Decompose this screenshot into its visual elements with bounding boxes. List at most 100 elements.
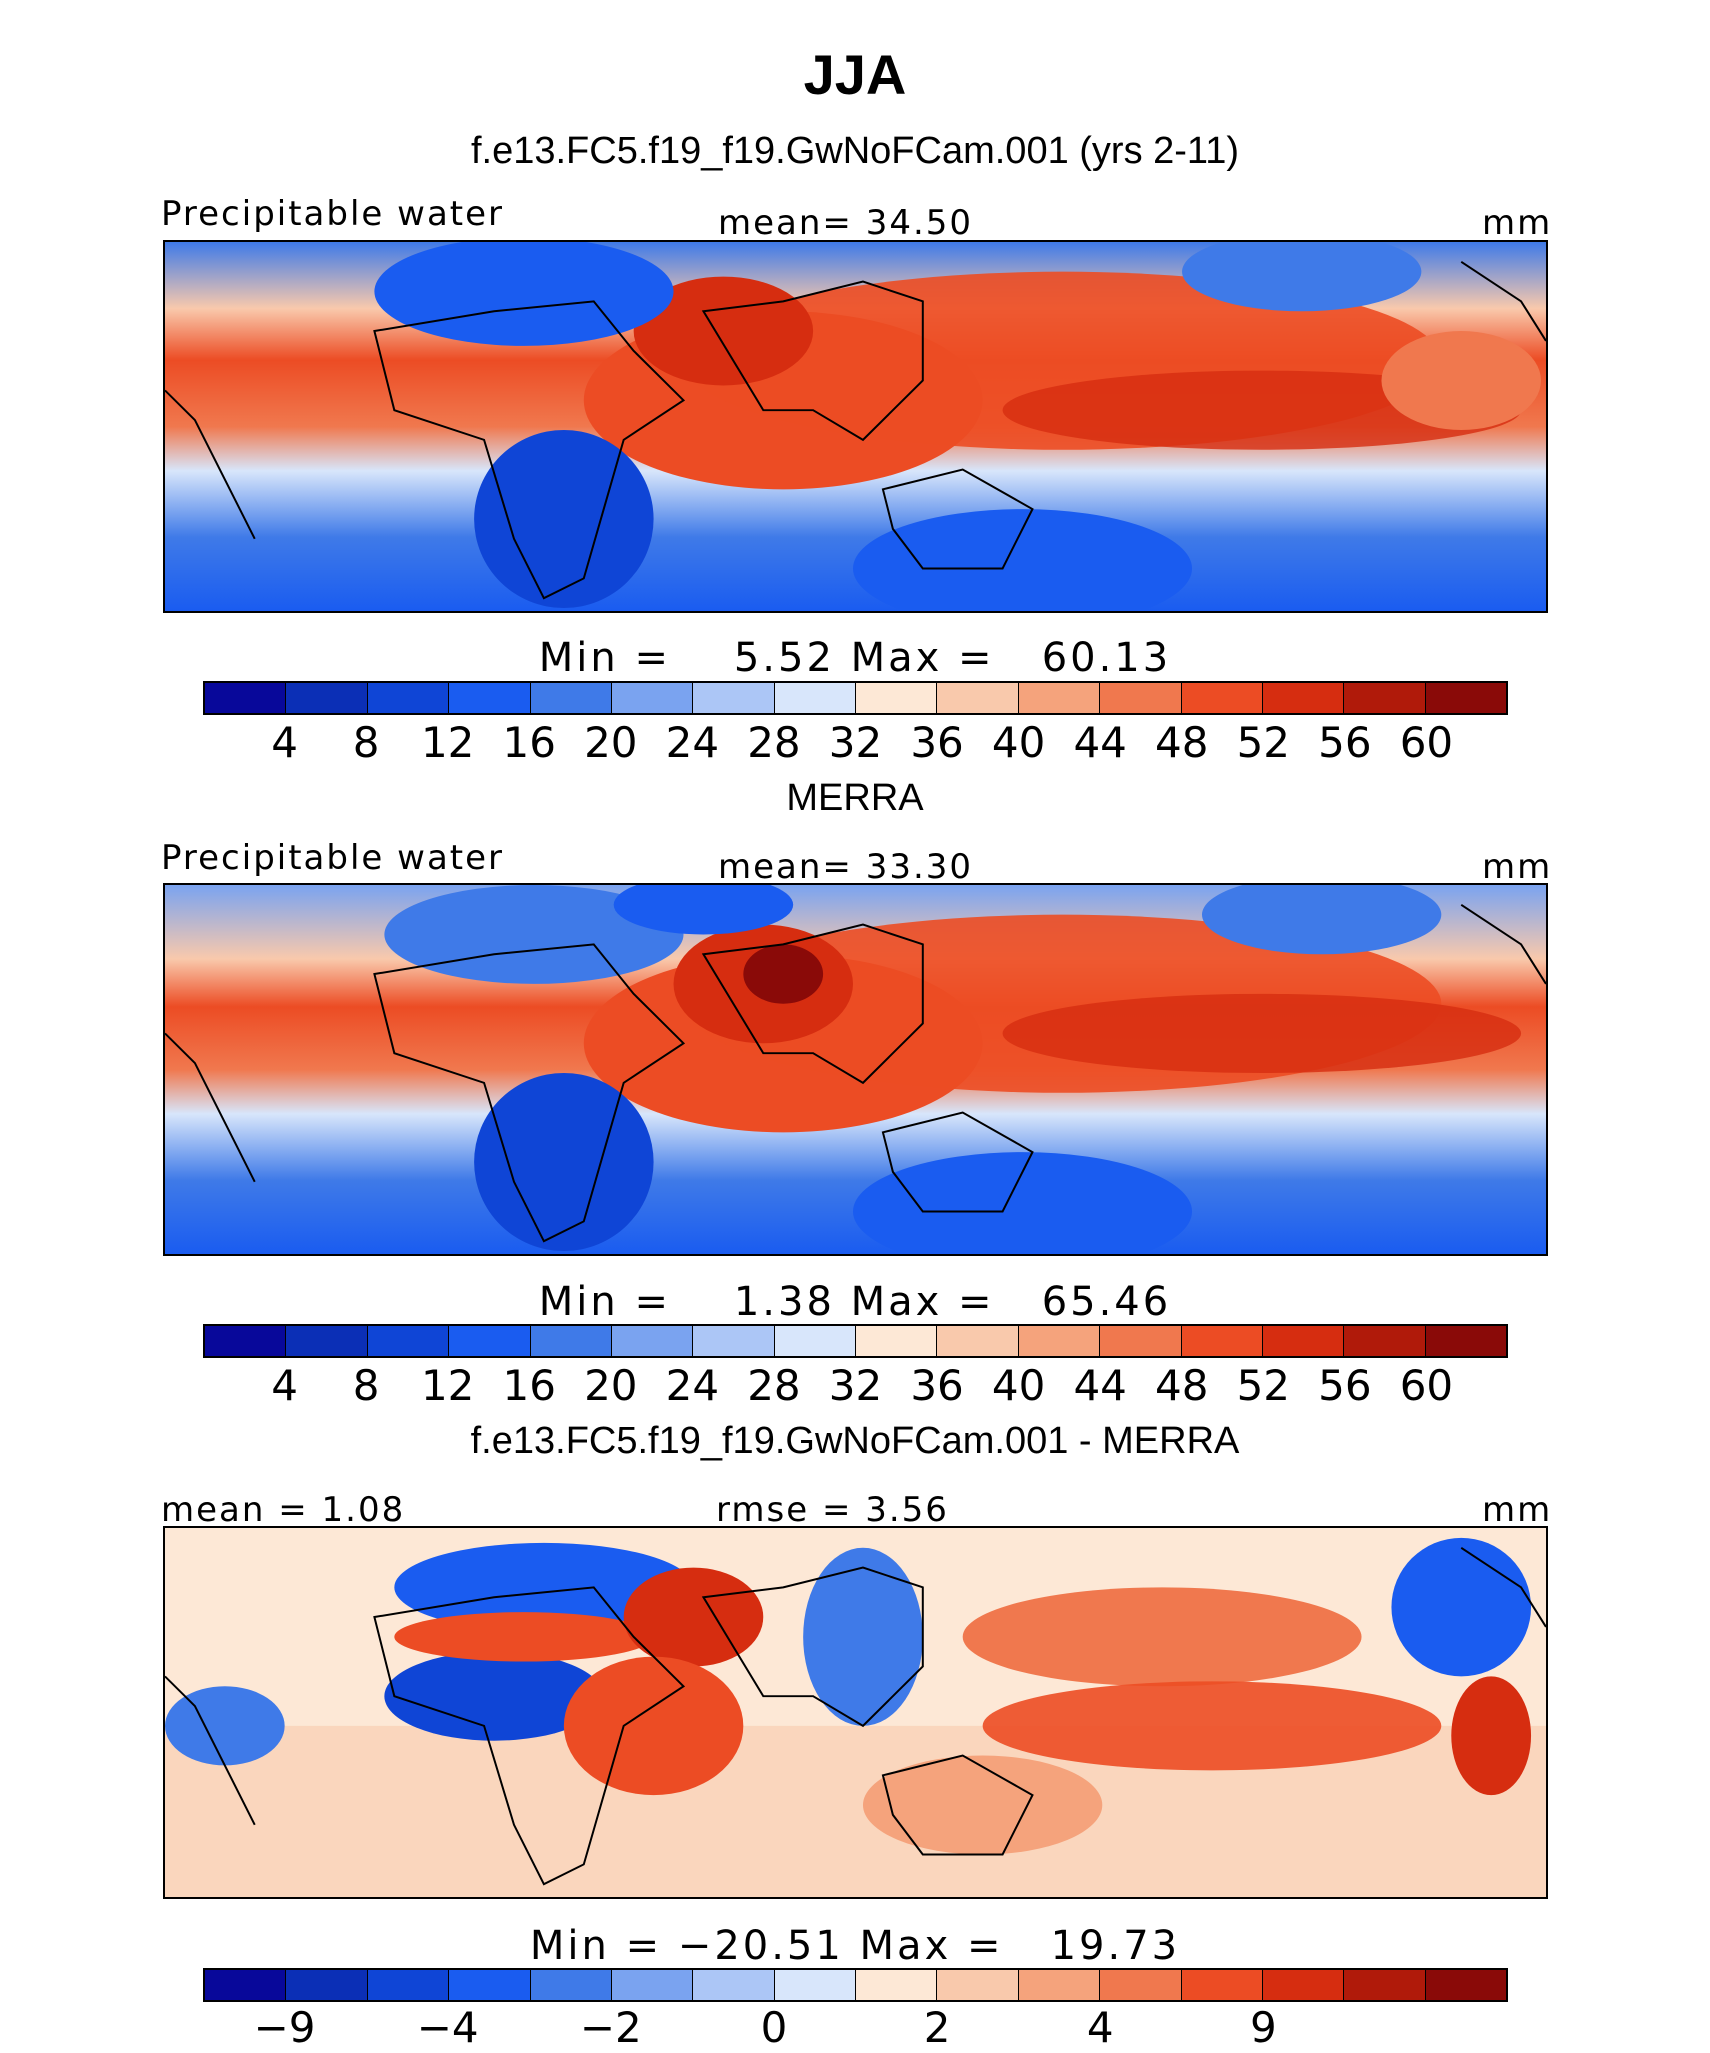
colorbar-tick-label: 36 [910, 1361, 964, 1410]
colorbar-swatch [1181, 1326, 1263, 1356]
colorbar-tick-label: 40 [991, 1361, 1046, 1410]
colorbar-tick-label: 16 [502, 1361, 556, 1410]
colorbar-tick-label: 28 [747, 1361, 801, 1410]
colorbar-swatch [286, 1326, 368, 1356]
colorbar-swatch [1100, 1326, 1182, 1356]
colorbar-tick-label: 32 [828, 1361, 883, 1410]
colorbar-swatch [1181, 1970, 1263, 2000]
colorbar-swatch [774, 1326, 856, 1356]
figure-title: JJA [803, 43, 907, 106]
colorbar-tick-label: 56 [1318, 1361, 1372, 1410]
colorbar-swatch [693, 1970, 775, 2000]
colorbar-swatch [937, 1970, 1019, 2000]
colorbar-tick-label: 4 [271, 718, 298, 767]
colorbar-swatch [611, 1326, 694, 1356]
colorbar-tick-label: 20 [584, 1361, 638, 1410]
colorbar-tick-label: 16 [502, 718, 556, 767]
colorbar-swatch [1018, 1326, 1101, 1356]
colorbar-swatch [856, 1326, 938, 1356]
colorbar-tick-label: 36 [910, 718, 964, 767]
panel-1-subtitle: f.e13.FC5.f19_f19.GwNoFCam.001 (yrs 2-11… [470, 130, 1240, 172]
panel-2-mean-label: mean= 33.30 [718, 847, 974, 887]
colorbar-swatch [367, 683, 450, 713]
panel-1-mean-label: mean= 34.50 [718, 203, 974, 243]
colorbar-swatch [693, 683, 775, 713]
panel-3-map [163, 1526, 1548, 1899]
colorbar-swatch [1425, 683, 1506, 713]
panel-3-mean-label: mean = 1.08 [161, 1490, 406, 1530]
panel-2-units-label: mm [1482, 847, 1553, 887]
colorbar-tick-label: 44 [1073, 1361, 1127, 1410]
colorbar-swatch [856, 1970, 938, 2000]
colorbar-tick-label: 48 [1155, 1361, 1209, 1410]
panel-2-map [163, 883, 1548, 1256]
colorbar-tick-label: 60 [1399, 718, 1454, 767]
colorbar-swatch [1262, 683, 1345, 713]
colorbar-tick-label: 12 [420, 1361, 475, 1410]
panel-2-variable-label: Precipitable water [161, 838, 505, 878]
colorbar-tick-label: 0 [760, 2003, 788, 2052]
colorbar-tick-label: 28 [747, 718, 801, 767]
colorbar-tick-label: 52 [1236, 1361, 1291, 1410]
colorbar-swatch [856, 683, 938, 713]
colorbar-tick-label: 32 [828, 718, 883, 767]
colorbar-swatch [449, 1326, 531, 1356]
panel-1-variable-label: Precipitable water [161, 194, 505, 234]
colorbar-swatch [530, 683, 612, 713]
colorbar-swatch [1100, 683, 1182, 713]
colorbar-swatch [693, 1326, 775, 1356]
colorbar-swatch [530, 1326, 612, 1356]
panel-3-map-svg [165, 1528, 1546, 1897]
colorbar-tick-label: 48 [1155, 718, 1209, 767]
colorbar-tick-label: 8 [352, 1361, 380, 1410]
colorbar-tick-label: 44 [1073, 718, 1127, 767]
colorbar-tick-label: 4 [271, 1361, 298, 1410]
panel-2-map-svg [165, 885, 1546, 1254]
panel-1-map-svg [165, 242, 1546, 611]
colorbar-swatch [1181, 683, 1263, 713]
panel-2-colorbar-ticks: 4 8 12 16 20 24 28 32 36 40 44 48 52 56 60 [203, 1361, 1508, 1411]
panel-3-colorbar [203, 1968, 1508, 2002]
colorbar-tick-label: 60 [1399, 1361, 1454, 1410]
colorbar-swatch [1018, 1970, 1101, 2000]
panel-3-colorbar-ticks: −9 −4 −2 0 2 4 9 [203, 2003, 1508, 2053]
panel-3-subtitle: f.e13.FC5.f19_f19.GwNoFCam.001 - MERRA [470, 1420, 1240, 1462]
colorbar-tick-label: −2 [579, 2003, 642, 2052]
colorbar-swatch [1344, 683, 1426, 713]
colorbar-tick-label: 24 [665, 1361, 720, 1410]
colorbar-tick-label: 40 [991, 718, 1046, 767]
colorbar-swatch [1344, 1326, 1426, 1356]
colorbar-tick-label: −4 [416, 2003, 479, 2052]
colorbar-swatch [205, 683, 287, 713]
colorbar-swatch [449, 1970, 531, 2000]
colorbar-swatch [367, 1326, 450, 1356]
panel-2-min-max: Min = 1.38 Max = 65.46 [538, 1279, 1172, 1325]
colorbar-swatch [774, 683, 856, 713]
colorbar-swatch [205, 1326, 287, 1356]
colorbar-swatch [286, 1970, 368, 2000]
colorbar-swatch [1425, 1326, 1506, 1356]
colorbar-swatch [611, 1970, 694, 2000]
colorbar-tick-label: 56 [1318, 718, 1372, 767]
panel-3-rmse-label: rmse = 3.56 [716, 1490, 949, 1530]
colorbar-swatch [530, 1970, 612, 2000]
panel-1-units-label: mm [1482, 203, 1553, 243]
colorbar-swatch [611, 683, 694, 713]
panel-2-subtitle: MERRA [786, 777, 924, 819]
colorbar-swatch [1100, 1970, 1182, 2000]
colorbar-swatch [937, 683, 1019, 713]
panel-2-colorbar [203, 1324, 1508, 1358]
colorbar-swatch [367, 1970, 450, 2000]
colorbar-swatch [205, 1970, 287, 2000]
colorbar-swatch [1262, 1970, 1345, 2000]
colorbar-tick-label: 8 [352, 718, 380, 767]
colorbar-tick-label: 52 [1236, 718, 1291, 767]
colorbar-swatch [1344, 1970, 1426, 2000]
colorbar-tick-label: 20 [584, 718, 638, 767]
colorbar-tick-label: 9 [1249, 2003, 1277, 2052]
panel-3-min-max: Min = −20.51 Max = 19.73 [529, 1923, 1181, 1969]
colorbar-swatch [1262, 1326, 1345, 1356]
panel-1-map [163, 240, 1548, 613]
colorbar-swatch [286, 683, 368, 713]
colorbar-tick-label: 2 [923, 2003, 951, 2052]
